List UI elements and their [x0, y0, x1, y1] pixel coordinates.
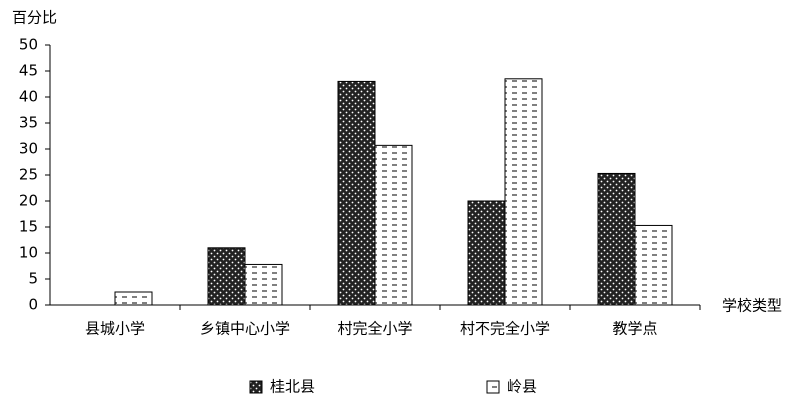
bar — [467, 200, 506, 306]
bar — [374, 144, 413, 306]
legend-label: 岭县 — [507, 378, 537, 396]
y-tick-label: 15 — [19, 218, 38, 236]
legend-swatch — [249, 380, 263, 394]
y-tick-label: 5 — [28, 270, 38, 288]
bar — [207, 247, 246, 306]
x-tick-label: 村不完全小学 — [460, 320, 550, 338]
y-tick-label: 40 — [19, 88, 38, 106]
y-tick-label: 50 — [19, 36, 38, 54]
y-tick-label: 25 — [19, 166, 38, 184]
y-tick-label: 30 — [19, 140, 38, 158]
x-tick-label: 乡镇中心小学 — [200, 320, 290, 338]
bar — [337, 80, 376, 306]
bar — [597, 172, 636, 306]
y-tick-label: 0 — [28, 296, 38, 314]
legend-label: 桂北县 — [270, 378, 315, 396]
x-tick-label: 教学点 — [612, 320, 657, 338]
y-tick-label: 45 — [19, 62, 38, 80]
y-tick-label: 10 — [19, 244, 38, 262]
bar — [634, 224, 673, 306]
bar — [244, 263, 283, 306]
bar — [504, 78, 543, 306]
y-tick-label: 35 — [19, 114, 38, 132]
y-tick-label: 20 — [19, 192, 38, 210]
x-tick-label: 县城小学 — [85, 320, 145, 338]
y-axis-label: 百分比 — [12, 9, 57, 27]
legend-swatch — [486, 380, 500, 394]
bar — [114, 291, 153, 306]
x-tick-label: 村完全小学 — [337, 320, 412, 338]
x-axis-label: 学校类型 — [722, 297, 782, 315]
